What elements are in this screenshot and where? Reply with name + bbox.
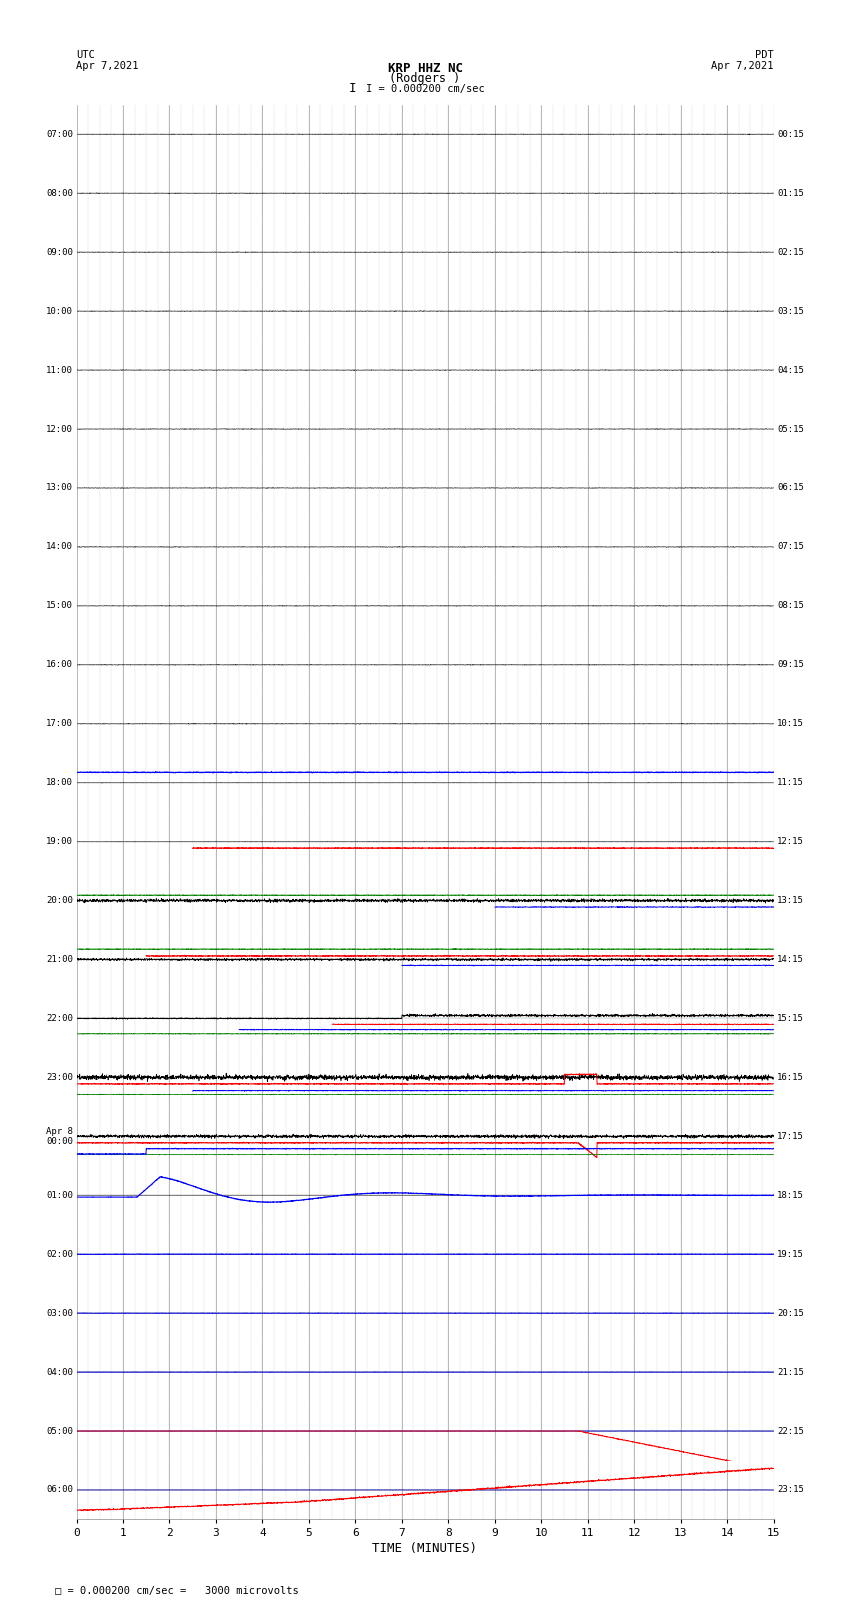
Text: 09:15: 09:15 (777, 660, 804, 669)
Text: 23:15: 23:15 (777, 1486, 804, 1495)
Text: 22:00: 22:00 (46, 1015, 73, 1023)
Text: 16:15: 16:15 (777, 1073, 804, 1082)
Text: 05:00: 05:00 (46, 1426, 73, 1436)
Text: 08:15: 08:15 (777, 602, 804, 610)
Text: 07:15: 07:15 (777, 542, 804, 552)
Text: 13:00: 13:00 (46, 484, 73, 492)
Text: PDT: PDT (755, 50, 774, 60)
Text: 10:15: 10:15 (777, 719, 804, 727)
Text: 03:00: 03:00 (46, 1308, 73, 1318)
Text: 15:00: 15:00 (46, 602, 73, 610)
Text: 04:00: 04:00 (46, 1368, 73, 1376)
Text: I = 0.000200 cm/sec: I = 0.000200 cm/sec (366, 84, 484, 94)
Text: 12:00: 12:00 (46, 424, 73, 434)
Text: 11:15: 11:15 (777, 777, 804, 787)
Text: Apr 8
00:00: Apr 8 00:00 (46, 1126, 73, 1145)
Text: (Rodgers ): (Rodgers ) (389, 73, 461, 85)
Text: 17:00: 17:00 (46, 719, 73, 727)
Text: UTC: UTC (76, 50, 95, 60)
Text: KRP HHZ NC: KRP HHZ NC (388, 61, 462, 74)
Text: 18:15: 18:15 (777, 1190, 804, 1200)
Text: 15:15: 15:15 (777, 1015, 804, 1023)
Text: 08:00: 08:00 (46, 189, 73, 198)
Text: 17:15: 17:15 (777, 1132, 804, 1140)
Text: 05:15: 05:15 (777, 424, 804, 434)
Text: 13:15: 13:15 (777, 897, 804, 905)
Text: 18:00: 18:00 (46, 777, 73, 787)
Text: 03:15: 03:15 (777, 306, 804, 316)
Text: 06:00: 06:00 (46, 1486, 73, 1495)
Text: 07:00: 07:00 (46, 129, 73, 139)
Text: 12:15: 12:15 (777, 837, 804, 847)
Text: 00:15: 00:15 (777, 129, 804, 139)
Text: 01:15: 01:15 (777, 189, 804, 198)
Text: 11:00: 11:00 (46, 366, 73, 374)
Text: 01:00: 01:00 (46, 1190, 73, 1200)
Text: 21:15: 21:15 (777, 1368, 804, 1376)
Text: 14:00: 14:00 (46, 542, 73, 552)
Text: 19:15: 19:15 (777, 1250, 804, 1258)
Text: 04:15: 04:15 (777, 366, 804, 374)
Text: 14:15: 14:15 (777, 955, 804, 965)
Text: TIME (MINUTES): TIME (MINUTES) (372, 1542, 478, 1555)
Text: 16:00: 16:00 (46, 660, 73, 669)
Text: 06:15: 06:15 (777, 484, 804, 492)
Text: 22:15: 22:15 (777, 1426, 804, 1436)
Text: 02:00: 02:00 (46, 1250, 73, 1258)
Text: Apr 7,2021: Apr 7,2021 (711, 61, 774, 71)
Text: I: I (349, 82, 356, 95)
Text: 10:00: 10:00 (46, 306, 73, 316)
Text: 23:00: 23:00 (46, 1073, 73, 1082)
Text: □ = 0.000200 cm/sec =   3000 microvolts: □ = 0.000200 cm/sec = 3000 microvolts (55, 1586, 299, 1595)
Text: Apr 7,2021: Apr 7,2021 (76, 61, 139, 71)
Text: 21:00: 21:00 (46, 955, 73, 965)
Text: 02:15: 02:15 (777, 248, 804, 256)
Text: 19:00: 19:00 (46, 837, 73, 847)
Text: 20:00: 20:00 (46, 897, 73, 905)
Text: 09:00: 09:00 (46, 248, 73, 256)
Text: 20:15: 20:15 (777, 1308, 804, 1318)
